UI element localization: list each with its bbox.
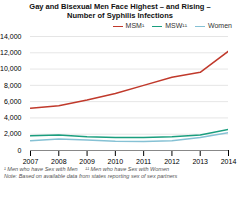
- svg-text:2010: 2010: [108, 158, 124, 165]
- svg-text:14,000: 14,000: [0, 33, 22, 40]
- svg-text:2,000: 2,000: [4, 130, 22, 137]
- svg-text:2007: 2007: [23, 158, 39, 165]
- html-text:Note: Based on available data: Note: Based on available data from state…: [4, 172, 178, 179]
- svg-text:10,000: 10,000: [0, 65, 22, 72]
- svg-text:0: 0: [18, 147, 22, 154]
- svg-text:2011: 2011: [136, 158, 151, 165]
- svg-text:2014: 2014: [221, 158, 237, 165]
- html-text:MSM¹: MSM¹: [125, 22, 145, 29]
- svg-text:2008: 2008: [51, 158, 67, 165]
- html-text:Women: Women: [208, 22, 232, 29]
- svg-text:8,000: 8,000: [4, 82, 22, 89]
- html-text:¹ Men who have Sex with Men ¹¹: ¹ Men who have Sex with Men ¹¹ Men who h…: [4, 166, 170, 172]
- html-text:Number of Syphilis Infections: Number of Syphilis Infections: [67, 11, 173, 20]
- html-text:MSW¹¹: MSW¹¹: [165, 22, 187, 29]
- svg-text:2009: 2009: [79, 158, 95, 165]
- svg-text:2013: 2013: [192, 158, 208, 165]
- svg-text:6,000: 6,000: [4, 98, 22, 105]
- svg-text:4,000: 4,000: [4, 114, 22, 121]
- svg-text:12,000: 12,000: [0, 49, 22, 56]
- html-text:Gay and Bisexual Men Face High: Gay and Bisexual Men Face Highest – and …: [29, 2, 211, 11]
- svg-text:2012: 2012: [164, 158, 180, 165]
